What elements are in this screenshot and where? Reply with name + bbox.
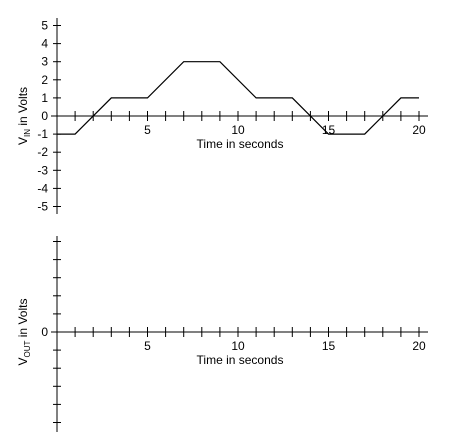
y-tick-label: 1 bbox=[41, 91, 48, 105]
y-tick-label: 0 bbox=[41, 325, 48, 339]
y-tick-label: 2 bbox=[41, 73, 48, 87]
y-tick-label: -4 bbox=[37, 181, 48, 195]
y-tick-label: -1 bbox=[37, 127, 48, 141]
x-tick-label: 15 bbox=[322, 339, 336, 353]
x-axis-label: Time in seconds bbox=[197, 353, 284, 367]
y-tick-label: -2 bbox=[37, 145, 48, 159]
chart-panel-2: 0 5 10 15 20 Time in seconds VOUT in Volts bbox=[16, 236, 428, 432]
y-tick-label: 5 bbox=[41, 19, 48, 33]
series-line-1 bbox=[57, 61, 419, 135]
x-tick-label: 5 bbox=[144, 339, 151, 353]
x-tick-label: 20 bbox=[412, 123, 426, 137]
y-tick-label: 3 bbox=[41, 55, 48, 69]
x-tick-label: 20 bbox=[412, 339, 426, 353]
x-tick-label: 10 bbox=[231, 339, 245, 353]
x-tick-label: 5 bbox=[144, 123, 151, 137]
y-tick-label: 0 bbox=[41, 109, 48, 123]
y-tick-label: -5 bbox=[37, 200, 48, 214]
x-axis-label: Time in seconds bbox=[197, 137, 284, 151]
x-tick-label: 10 bbox=[231, 123, 245, 137]
y-axis-label: VOUT in Volts bbox=[16, 299, 32, 366]
y-axis-label: VIN in Volts bbox=[16, 87, 32, 145]
y-tick-label: 4 bbox=[41, 37, 48, 51]
y-tick-label: -3 bbox=[37, 163, 48, 177]
